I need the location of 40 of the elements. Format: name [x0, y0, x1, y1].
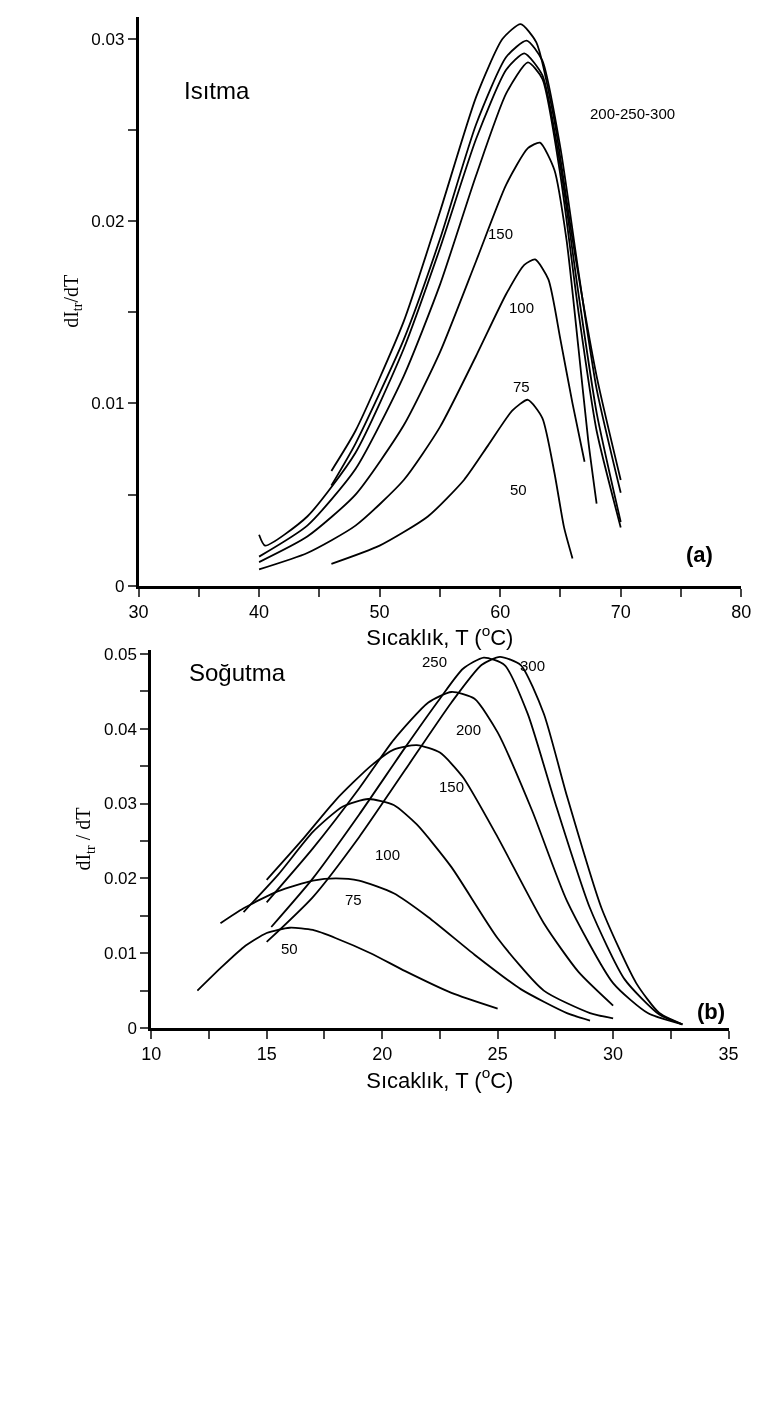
annotation: 150	[488, 225, 514, 242]
annotation: 100	[509, 299, 535, 316]
y-tick-label: 0.01	[91, 394, 125, 414]
annotation: Soğutma	[189, 659, 286, 686]
annotation: (a)	[686, 542, 713, 567]
x-tick-label: 30	[128, 602, 149, 623]
y-tick-label: 0.02	[103, 869, 138, 889]
annotation: 300	[520, 657, 546, 674]
annotation: 100	[375, 846, 401, 863]
annotation: 75	[345, 891, 362, 908]
y-tick-label: 0.01	[103, 944, 138, 964]
annotation: Isıtma	[184, 77, 250, 104]
y-tick-label: 0	[114, 576, 125, 596]
annotation: 50	[510, 481, 527, 498]
x-tick-label: 30	[603, 1044, 624, 1065]
y-tick-label: 0.05	[103, 644, 138, 664]
y-tick-label: 0.04	[103, 719, 138, 739]
x-tick-label: 50	[369, 602, 390, 623]
x-tick-label: 80	[731, 602, 752, 623]
annotation: 200-250-300	[590, 105, 676, 122]
y-tick-label: 0.03	[103, 794, 138, 814]
y-tick-label: 0.03	[91, 29, 125, 49]
annotation: 75	[513, 378, 530, 395]
annotation: 200	[456, 721, 482, 738]
annotation: 50	[281, 940, 298, 957]
y-tick-label: 0	[127, 1018, 138, 1038]
x-tick-label: 20	[372, 1044, 393, 1065]
x-tick-label: 70	[610, 602, 631, 623]
x-axis-title: Sıcaklık, T ($^{o}$C)	[366, 1064, 514, 1093]
x-tick-label: 10	[141, 1044, 162, 1065]
annotation: 250	[422, 653, 448, 670]
x-tick-label: 25	[487, 1044, 508, 1065]
annotation: 150	[439, 778, 465, 795]
x-tick-label: 15	[256, 1044, 277, 1065]
annotation: (b)	[697, 999, 726, 1024]
x-tick-label: 60	[490, 602, 511, 623]
x-tick-label: 35	[718, 1044, 739, 1065]
x-axis-title: Sıcaklık, T ($^{o}$C)	[366, 622, 514, 651]
x-tick-label: 40	[249, 602, 270, 623]
y-tick-label: 0.02	[91, 212, 125, 232]
